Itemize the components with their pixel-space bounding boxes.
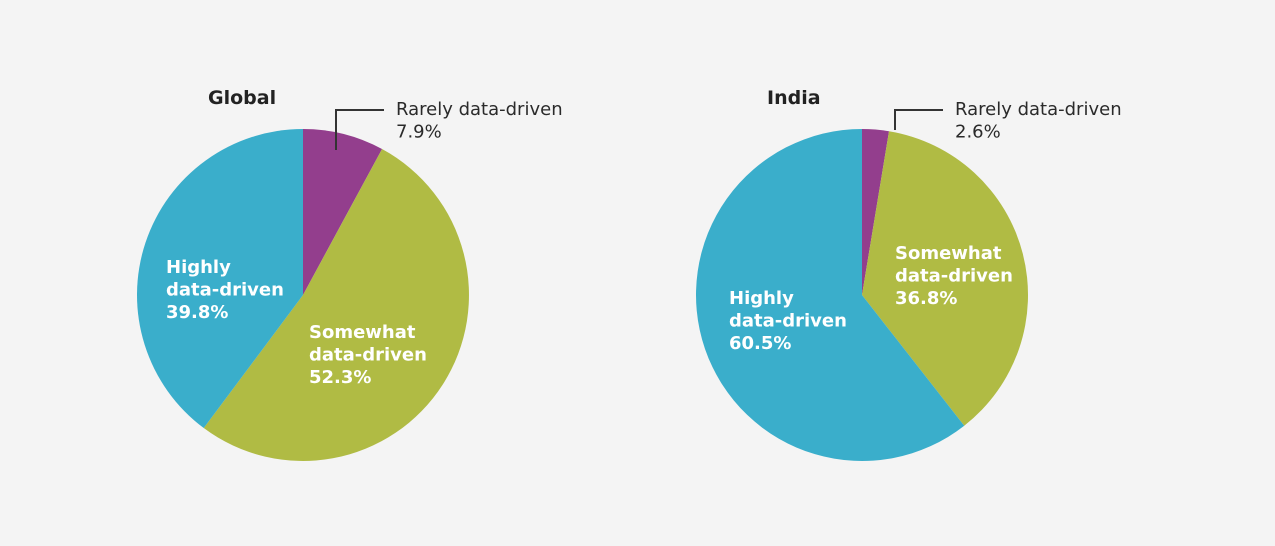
global-slice-somewhat	[203, 149, 469, 461]
global-label-highly-line1: Highly	[166, 257, 231, 278]
global-slice-highly	[137, 129, 303, 429]
india-label-highly-value-label: 60.5%	[729, 333, 791, 354]
india-label-somewhat-value-label: 36.8%	[895, 288, 957, 309]
india-label-highly-line1: Highly	[729, 288, 794, 309]
global-leader-line-rarely	[335, 109, 384, 150]
india-slice-somewhat	[862, 131, 1029, 426]
india-label-somewhat-line2: data-driven	[895, 266, 1013, 287]
global-title: Global	[208, 87, 276, 109]
global-label-rarely-line1: Rarely data-driven	[396, 99, 563, 120]
global-label-rarely-value-label: 7.9%	[396, 122, 442, 143]
india-label-somewhat-line1: Somewhat	[895, 243, 1002, 264]
india-pie-chart: India Rarely data-driven2.6%Somewhatdata…	[696, 87, 1122, 461]
india-label-rarely-line1: Rarely data-driven	[955, 99, 1122, 120]
india-label-rarely-value-label: 2.6%	[955, 122, 1001, 143]
global-label-highly-value-label: 39.8%	[166, 302, 228, 323]
global-label-somewhat-line1: Somewhat	[309, 322, 416, 343]
india-slice-rarely	[862, 129, 890, 295]
global-slice-rarely	[303, 129, 383, 295]
india-label-highly-line2: data-driven	[729, 311, 847, 332]
global-label-somewhat-line2: data-driven	[309, 345, 427, 366]
india-title: India	[767, 87, 821, 109]
global-pie-chart: Global Rarely data-driven7.9%Somewhatdat…	[137, 87, 563, 461]
global-label-somewhat-value-label: 52.3%	[309, 367, 371, 388]
india-leader-line-rarely	[894, 109, 943, 130]
global-label-highly-line2: data-driven	[166, 280, 284, 301]
india-slice-highly	[696, 129, 965, 461]
